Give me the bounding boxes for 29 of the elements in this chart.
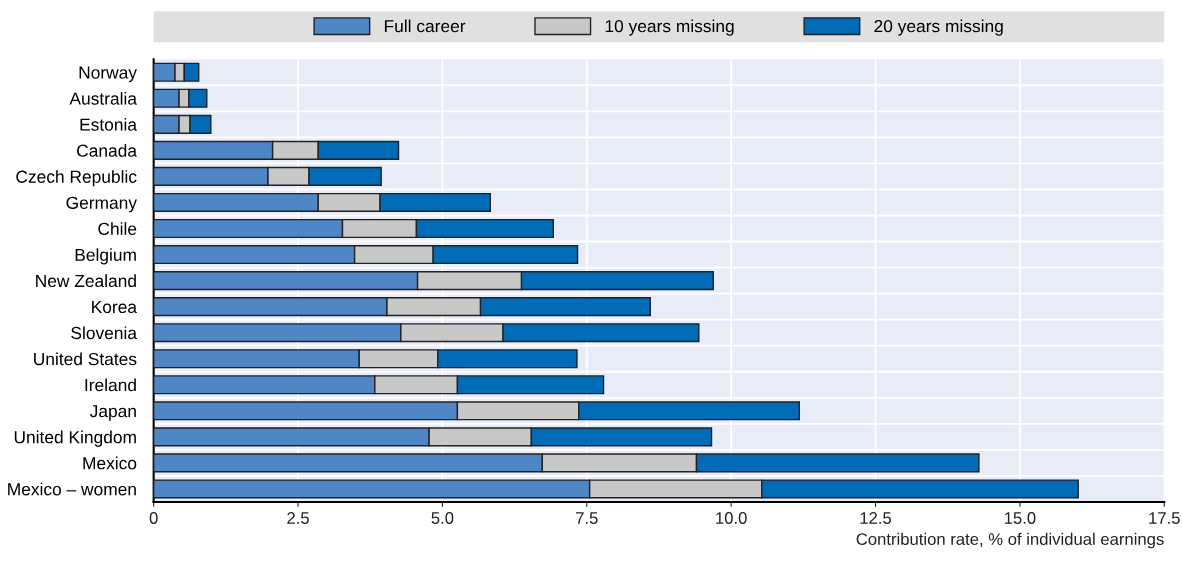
x-axis-title: Contribution rate, % of individual earnings	[856, 532, 1164, 549]
y-tick-label: Japan	[89, 405, 136, 421]
x-tick-label: 0	[149, 512, 158, 524]
x-tick-label: 7.5	[576, 512, 598, 524]
y-tick-label: Estonia	[80, 118, 137, 131]
y-tick-label: United Kingdom	[14, 430, 136, 447]
y-tick-label: Belgium	[75, 248, 136, 265]
y-tick-label: Chile	[98, 222, 137, 235]
y-tick-label: Slovenia	[71, 326, 137, 340]
x-tick-label: 5.0	[431, 512, 454, 524]
y-tick-label: Ireland	[85, 378, 136, 392]
y-tick-label: New Zealand	[36, 274, 136, 288]
y-tick-label: Czech Republic	[16, 170, 137, 187]
legend-label: Full career	[384, 19, 466, 33]
legend-label: 10 years missing	[605, 19, 734, 36]
x-tick-label: 12.5	[860, 512, 892, 524]
x-tick-label: 17.5	[1149, 512, 1180, 524]
y-tick-label: Korea	[92, 300, 137, 314]
y-tick-label: Germany	[66, 196, 137, 213]
y-tick-label: Mexico	[83, 456, 137, 470]
legend-label: 20 years missing	[874, 19, 1003, 36]
y-tick-label: Norway	[79, 66, 137, 83]
y-tick-label: Australia	[69, 91, 137, 105]
y-tick-label: Canada	[77, 144, 137, 157]
y-tick-label: United States	[34, 352, 137, 366]
x-tick-label: 2.5	[287, 512, 309, 524]
x-tick-label: 15.0	[1004, 512, 1036, 524]
x-tick-label: 10.0	[716, 512, 747, 524]
y-tick-label: Mexico – women	[8, 482, 136, 496]
